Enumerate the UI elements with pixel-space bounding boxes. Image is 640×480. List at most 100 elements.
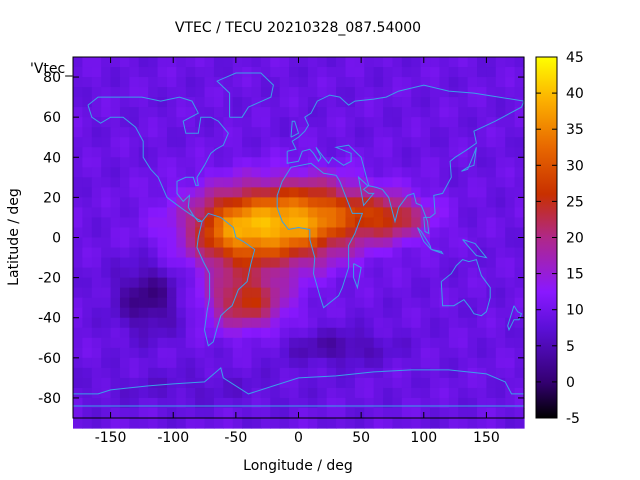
heatmap-cell (514, 367, 525, 379)
heatmap-cell (514, 67, 525, 78)
heatmap-cell (298, 147, 309, 158)
heatmap-cell (336, 307, 347, 319)
heatmap-cell (430, 107, 441, 118)
heatmap-cell (383, 57, 394, 68)
heatmap-cell (138, 107, 149, 118)
heatmap-cell (345, 217, 356, 229)
heatmap-cell (514, 247, 525, 259)
heatmap-cell (439, 267, 450, 279)
heatmap-cell (251, 197, 262, 209)
heatmap-cell (420, 347, 431, 359)
heatmap-cell (326, 267, 337, 279)
heatmap-cell (307, 297, 318, 309)
heatmap-cell (119, 207, 130, 219)
heatmap-cell (251, 57, 262, 68)
heatmap-cell (110, 418, 121, 429)
heatmap-cell (420, 377, 431, 389)
heatmap-cell (176, 357, 187, 369)
heatmap-cell (185, 367, 196, 379)
heatmap-cell (317, 127, 328, 138)
y-tick-label: -40 (38, 311, 61, 327)
heatmap-cell (411, 387, 422, 399)
heatmap-cell (289, 377, 300, 389)
heatmap-cell (91, 227, 102, 239)
heatmap-cell (430, 327, 441, 339)
coastline (440, 258, 491, 317)
heatmap-cell (129, 167, 140, 178)
heatmap-cell (148, 267, 159, 279)
heatmap-cell (383, 207, 394, 219)
heatmap-cell (336, 237, 347, 249)
heatmap-cell (138, 97, 149, 108)
heatmap-cell (514, 97, 525, 108)
heatmap-cell (91, 307, 102, 319)
heatmap-cell (420, 287, 431, 299)
heatmap-cell (232, 347, 243, 359)
heatmap-cell (401, 57, 412, 68)
heatmap-cell (148, 387, 159, 399)
heatmap-cell (336, 377, 347, 389)
heatmap-cell (354, 167, 365, 178)
heatmap-cell (289, 357, 300, 369)
heatmap-cell (439, 307, 450, 319)
heatmap-cell (486, 217, 497, 229)
heatmap-cell (138, 127, 149, 138)
heatmap-cell (195, 87, 206, 98)
heatmap-cell (448, 67, 459, 78)
heatmap-cell (148, 77, 159, 88)
coastline (196, 212, 256, 347)
x-tick-label: -150 (95, 430, 127, 446)
heatmap-cell (204, 117, 215, 128)
heatmap-cell (345, 377, 356, 389)
heatmap-cell (129, 317, 140, 329)
heatmap-cell (345, 367, 356, 379)
heatmap-cell (458, 187, 469, 198)
heatmap-cell (204, 167, 215, 178)
heatmap-cell (101, 267, 112, 279)
heatmap-cell (129, 337, 140, 349)
heatmap-cell (430, 377, 441, 389)
heatmap-cell (298, 317, 309, 329)
heatmap-cell (148, 207, 159, 219)
heatmap-cell (486, 257, 497, 269)
heatmap-cell (486, 357, 497, 369)
heatmap-cell (138, 418, 149, 429)
heatmap-cell (430, 297, 441, 309)
heatmap-cell (270, 307, 281, 319)
heatmap-cell (373, 257, 384, 269)
heatmap-cell (411, 277, 422, 289)
heatmap-cell (270, 277, 281, 289)
heatmap-cell (195, 317, 206, 329)
heatmap-cell (82, 327, 93, 339)
heatmap-cell (439, 327, 450, 339)
heatmap-cell (401, 267, 412, 279)
heatmap-cell (411, 257, 422, 269)
heatmap-cell (373, 57, 384, 68)
heatmap-cell (204, 157, 215, 168)
heatmap-cell (392, 57, 403, 68)
heatmap-cell (317, 237, 328, 249)
heatmap-cell (232, 107, 243, 118)
heatmap-cell (467, 407, 478, 419)
heatmap-cell (157, 127, 168, 138)
heatmap-cell (336, 277, 347, 289)
heatmap-cell (317, 377, 328, 389)
heatmap-cell (91, 367, 102, 379)
heatmap-cell (373, 137, 384, 148)
heatmap-cell (110, 247, 121, 259)
heatmap-cell (430, 67, 441, 78)
heatmap-cell (298, 167, 309, 178)
heatmap-cell (373, 197, 384, 209)
heatmap-cell (448, 297, 459, 309)
heatmap-cell (73, 418, 83, 429)
heatmap-cell (110, 77, 121, 88)
heatmap-cell (458, 407, 469, 419)
heatmap-cell (204, 307, 215, 319)
heatmap-cell (270, 87, 281, 98)
heatmap-cell (317, 257, 328, 269)
heatmap-cell (166, 287, 177, 299)
heatmap-cell (477, 267, 488, 279)
heatmap-cell (91, 107, 102, 118)
heatmap-cell (298, 397, 309, 409)
heatmap-cell (317, 307, 328, 319)
